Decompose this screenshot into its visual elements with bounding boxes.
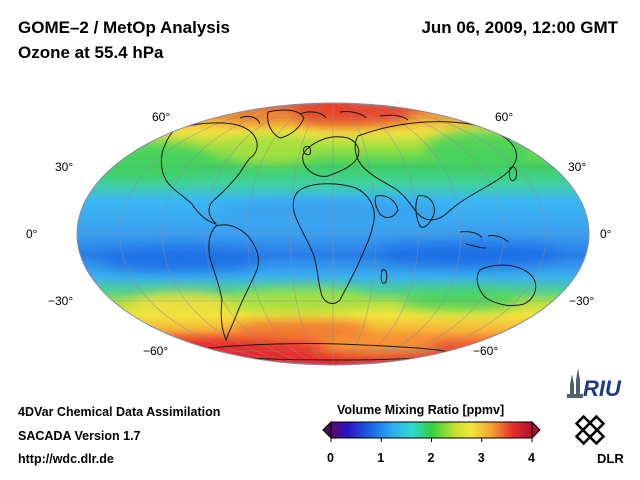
colorbar-tick-label-4: 4: [528, 451, 535, 465]
colorbar-max-arrow: [531, 420, 541, 440]
lat-label-left-minus60: −60°: [143, 344, 169, 358]
lat-label-right-60: 60°: [495, 110, 514, 124]
lat-label-right-minus30: −30°: [569, 294, 595, 308]
lat-label-right-30: 30°: [568, 160, 587, 174]
colorbar: [322, 420, 541, 442]
lat-label-right-0: 0°: [600, 227, 612, 241]
footer-version: SACADA Version 1.7: [18, 429, 141, 443]
colorbar-tick-label-2: 2: [427, 451, 435, 465]
dlr-logo-icon: [574, 414, 606, 446]
map-datetime: Jun 06, 2009, 12:00 GMT: [421, 18, 618, 37]
colorbar-min-arrow: [322, 420, 332, 440]
riu-logo-text: RIU: [583, 376, 621, 401]
colorbar-scale: [330, 421, 533, 439]
ozone-field: [77, 103, 589, 365]
lat-label-right-minus60: −60°: [473, 344, 499, 358]
colorbar-tick-label-0: 0: [327, 451, 334, 465]
lat-label-left-0: 0°: [26, 227, 38, 241]
colorbar-title: Volume Mixing Ratio [ppmv]: [337, 403, 505, 417]
lat-label-left-30: 30°: [55, 160, 74, 174]
map-subtitle: Ozone at 55.4 hPa: [18, 43, 164, 62]
riu-logo-icon: [567, 368, 583, 398]
globe-outline: [76, 102, 590, 366]
map-title: GOME–2 / MetOp Analysis: [18, 18, 230, 37]
lat-label-left-minus30: −30°: [48, 294, 74, 308]
footer-url[interactable]: http://wdc.dlr.de: [18, 452, 114, 466]
lat-label-left-60: 60°: [152, 110, 171, 124]
colorbar-tick-label-1: 1: [377, 451, 385, 465]
footer-assimilation: 4DVar Chemical Data Assimilation: [18, 405, 221, 419]
dlr-logo-text: DLR: [597, 451, 624, 466]
colorbar-tick-label-3: 3: [477, 451, 485, 465]
